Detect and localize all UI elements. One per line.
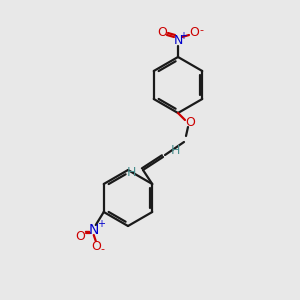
Text: +: + [97,219,105,229]
Text: O: O [157,26,167,40]
Text: +: + [179,31,187,41]
Text: H: H [170,143,180,157]
Text: O: O [75,230,85,242]
Text: -: - [101,244,105,254]
Text: O: O [189,26,199,40]
Text: N: N [88,223,99,237]
Text: O: O [91,239,101,253]
Text: N: N [173,34,183,47]
Text: -: - [199,25,203,35]
Text: O: O [185,116,195,130]
Text: H: H [126,166,136,178]
